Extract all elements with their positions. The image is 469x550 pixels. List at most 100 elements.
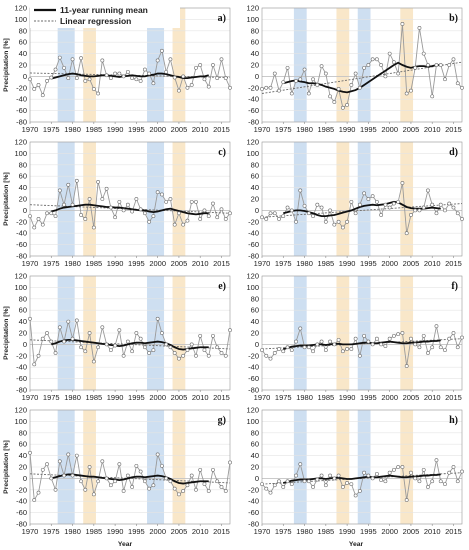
y-tick-label: 120 [14, 272, 27, 281]
data-point [134, 463, 139, 468]
panel-label: g) [218, 415, 226, 426]
data-point [319, 205, 324, 210]
data-point [202, 348, 207, 353]
data-point [147, 351, 152, 355]
data-point [121, 489, 126, 493]
y-tick-label: 20 [251, 463, 259, 472]
data-point [306, 91, 311, 96]
data-point [349, 482, 354, 487]
y-tick-label: -60 [248, 106, 259, 115]
y-tick-label: 80 [251, 428, 259, 437]
data-point [285, 205, 290, 210]
data-point [443, 348, 447, 353]
x-tick-label: 2005 [171, 527, 188, 536]
data-point [277, 217, 281, 221]
data-point [438, 63, 443, 67]
data-point [62, 65, 66, 70]
x-tick-label: 1985 [317, 527, 334, 536]
y-axis-title: Precipitation [%] [3, 306, 10, 360]
data-point [189, 342, 194, 347]
data-point [215, 76, 220, 81]
y-tick-label: -80 [248, 386, 259, 395]
panel-label: b) [449, 13, 458, 24]
data-point [460, 335, 464, 340]
data-point [447, 336, 452, 341]
data-point [104, 73, 109, 78]
y-tick-label: -40 [16, 229, 27, 238]
y-tick-label: -20 [248, 217, 259, 226]
data-point [332, 476, 337, 481]
data-point [289, 348, 294, 353]
y-tick-label: 20 [19, 463, 27, 472]
x-tick-label: 1995 [360, 259, 377, 268]
data-point [443, 77, 447, 82]
y-tick-label: 100 [246, 283, 259, 292]
data-point [164, 69, 169, 74]
data-point [451, 331, 456, 335]
data-point [130, 349, 135, 354]
data-point [349, 83, 354, 87]
x-tick-label: 2010 [192, 125, 209, 134]
x-tick-label: 1970 [22, 125, 39, 134]
data-point [32, 225, 37, 230]
data-point [387, 470, 392, 475]
observed-series-line [261, 182, 463, 234]
data-point [185, 348, 190, 353]
x-tick-label: 1980 [64, 259, 81, 268]
data-point [409, 88, 413, 93]
y-tick-label: 60 [251, 38, 259, 47]
x-tick-label: 2005 [171, 259, 188, 268]
x-tick-label: 1975 [43, 527, 60, 536]
data-point [264, 85, 269, 90]
data-point [206, 489, 211, 493]
data-point [36, 490, 41, 495]
x-tick-label: 2005 [403, 393, 420, 402]
data-point [281, 80, 286, 85]
plot-frame [29, 141, 231, 257]
data-point [91, 359, 96, 364]
x-tick-label: 1990 [107, 527, 124, 536]
data-point [206, 353, 211, 358]
data-point [66, 182, 71, 187]
panel-label: d) [449, 147, 458, 158]
x-tick-label: 2010 [424, 125, 441, 134]
data-point [117, 71, 122, 76]
data-point [434, 458, 439, 463]
data-point [455, 345, 460, 350]
data-point [211, 467, 215, 472]
plot-frame [261, 409, 463, 525]
data-point [223, 217, 228, 221]
data-point [421, 51, 426, 56]
y-tick-label: 100 [246, 149, 259, 158]
x-tick-label: 2000 [149, 527, 166, 536]
data-point [362, 65, 367, 70]
data-point [36, 353, 41, 358]
legend-running-mean-label: 11-year running mean [60, 5, 148, 15]
x-tick-label: 1990 [339, 259, 356, 268]
data-point [323, 483, 328, 488]
data-point [130, 209, 135, 214]
data-point [396, 199, 401, 204]
data-point [426, 63, 430, 67]
y-tick-label: 40 [251, 183, 259, 192]
data-point [96, 91, 100, 96]
y-tick-label: 40 [19, 451, 27, 460]
data-point [79, 56, 83, 61]
data-point [70, 473, 75, 478]
data-point [91, 492, 96, 497]
data-point [198, 333, 203, 338]
data-point [366, 339, 371, 344]
data-point [125, 202, 130, 207]
y-tick-label: 80 [19, 428, 27, 437]
data-point [383, 202, 388, 207]
x-tick-label: 1980 [296, 393, 313, 402]
data-point [434, 211, 439, 216]
data-point [57, 459, 62, 464]
data-point [404, 91, 409, 96]
data-point [379, 213, 384, 217]
data-point [268, 85, 273, 90]
x-tick-label: 1990 [107, 125, 124, 134]
data-point [28, 316, 32, 321]
panels-group: -80 -60 -40 -20 0 20 40 60 80 100 120 1970 1975 1980 1… [3, 4, 464, 536]
data-point [113, 71, 118, 76]
